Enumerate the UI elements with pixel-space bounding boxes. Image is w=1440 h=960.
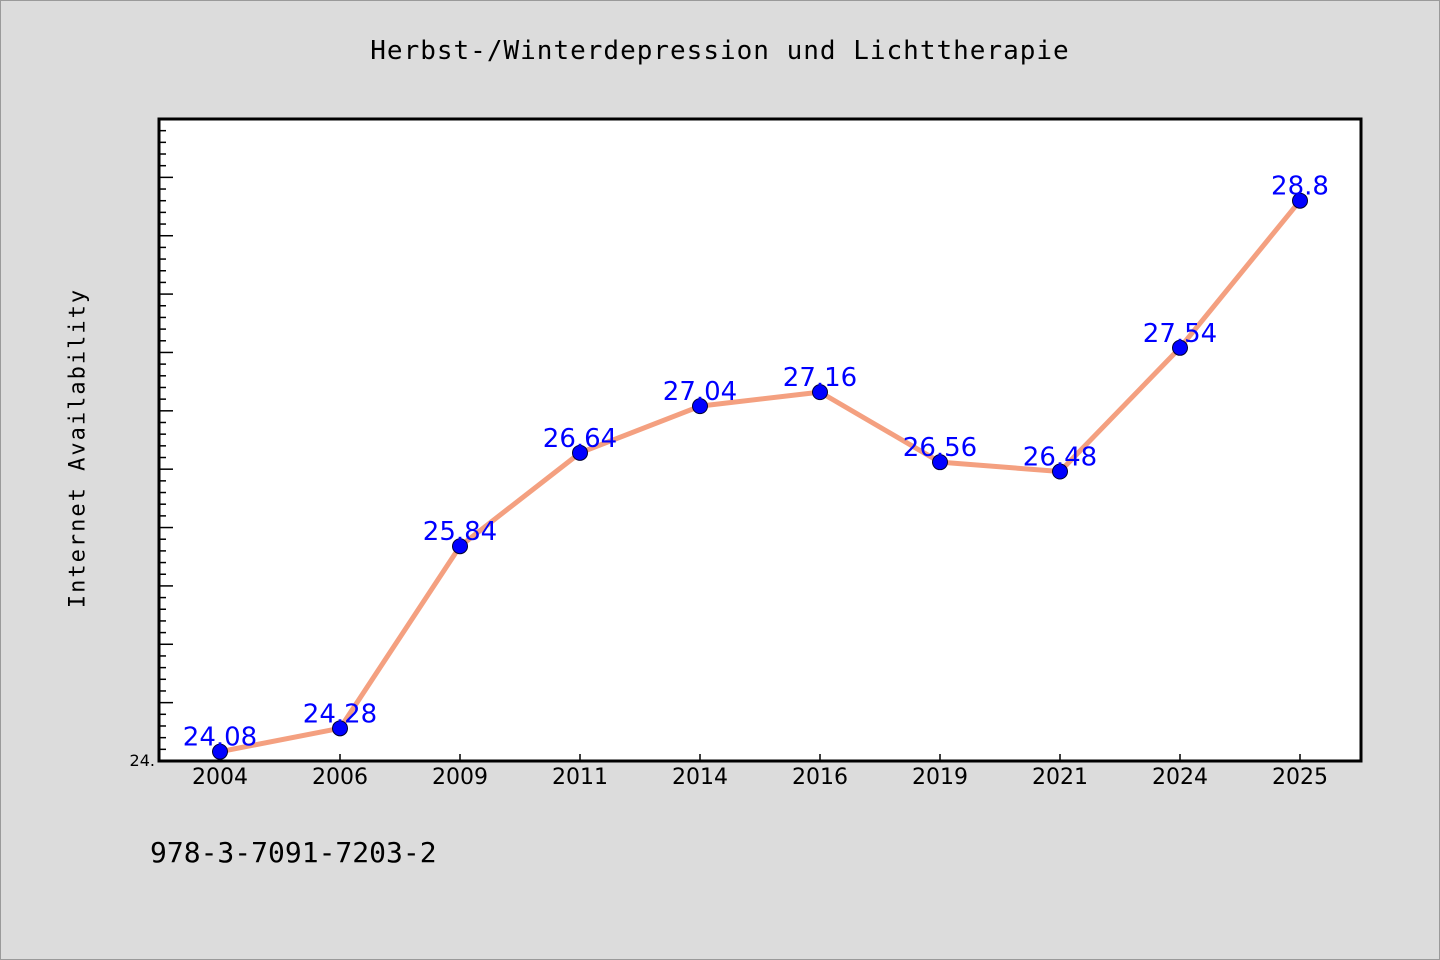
data-point: [932, 454, 948, 471]
x-tick-label: 2014: [672, 765, 728, 790]
x-tick-label: 2021: [1032, 765, 1088, 790]
data-point: [332, 720, 348, 737]
data-markers: [212, 192, 1308, 760]
data-point: [1052, 463, 1068, 480]
data-label: 27.54: [1143, 319, 1217, 349]
data-point: [212, 743, 228, 760]
x-tick-label: 2006: [312, 765, 368, 790]
data-label: 26.56: [903, 433, 977, 463]
data-point: [692, 398, 708, 415]
chart-title: Herbst-/Winterdepression und Lichttherap…: [370, 36, 1070, 66]
x-tick-label: 2009: [432, 765, 488, 790]
x-tick-label: 2011: [552, 765, 608, 790]
data-label: 27.16: [783, 363, 857, 393]
data-label: 27.04: [663, 377, 737, 407]
data-label: 26.64: [543, 424, 617, 454]
data-labels: 24.08 24.28 25.84 26.64 27.04 27.16 26.56 26.48…: [183, 172, 1329, 753]
data-label: 28.8: [1271, 172, 1329, 202]
data-point: [1292, 192, 1308, 209]
y-tick-label: 24.: [130, 751, 155, 770]
x-tick-label: 2004: [192, 765, 248, 790]
data-label: 26.48: [1023, 443, 1097, 473]
y-axis-ticks: 24.: [130, 129, 173, 770]
plot-area: [157, 117, 1363, 763]
data-point: [572, 444, 588, 461]
data-point: [452, 538, 468, 555]
data-point: [812, 384, 828, 401]
x-tick-label: 2024: [1152, 765, 1208, 790]
x-tick-label: 2016: [792, 765, 848, 790]
data-label: 24.08: [183, 723, 257, 753]
x-tick-label: 2025: [1272, 765, 1328, 790]
data-label: 25.84: [423, 517, 497, 547]
data-label: 24.28: [303, 699, 377, 729]
x-tick-label: 2019: [912, 765, 968, 790]
footer-isbn: 978-3-7091-7203-2: [150, 836, 437, 869]
x-axis-ticks: 2004 2006 2009 2011 2014 2016 2019 2021 2024 2025: [192, 754, 1328, 790]
series-line: [217, 198, 1303, 755]
data-point: [1172, 339, 1188, 356]
